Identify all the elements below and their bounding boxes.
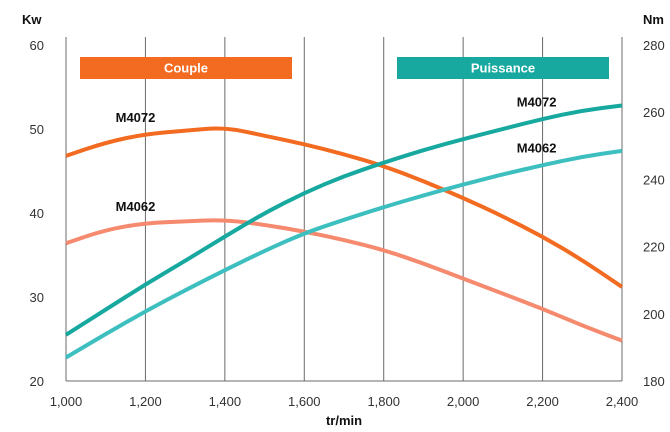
left-tick-label: 40 (30, 206, 44, 221)
x-tick-label: 1,200 (129, 394, 162, 409)
right-axis-unit: Nm (643, 12, 664, 27)
legend-box (80, 57, 292, 79)
series-label: M4072 (517, 94, 557, 109)
x-tick-label: 2,400 (606, 394, 639, 409)
chart-legend: Couple Puissance (80, 57, 609, 79)
series-labels: M4072 M4062 M4072 M4062 (116, 94, 557, 213)
x-tick-label: 1,600 (288, 394, 321, 409)
x-axis: 1,000 1,200 1,400 1,600 1,800 2,000 2,200 2,400… (50, 394, 639, 428)
right-tick-label: 260 (643, 105, 665, 120)
x-tick-label: 2,200 (526, 394, 559, 409)
x-tick-label: 1,400 (209, 394, 242, 409)
x-tick-label: 2,000 (447, 394, 480, 409)
right-tick-label: 220 (643, 240, 665, 255)
legend-label: Couple (164, 61, 208, 76)
right-tick-label: 180 (643, 374, 665, 389)
series-label: M4062 (116, 199, 156, 214)
x-axis-label: tr/min (326, 413, 362, 428)
legend-label: Puissance (471, 61, 535, 76)
series-line (64, 148, 623, 360)
series-label: M4072 (116, 110, 156, 125)
left-tick-label: 20 (30, 374, 44, 389)
x-tick-label: 1,800 (367, 394, 400, 409)
series-line (65, 126, 624, 289)
right-tick-label: 240 (643, 172, 665, 187)
left-axis-unit: Kw (22, 12, 42, 27)
right-axis: 180 200 220 240 260 280 Nm (643, 12, 665, 389)
series-line (65, 218, 623, 343)
series-lines (64, 103, 624, 360)
right-tick-label: 200 (643, 307, 665, 322)
left-tick-label: 60 (30, 38, 44, 53)
legend-box (397, 57, 609, 79)
left-axis: 20 30 40 50 60 Kw (22, 12, 44, 389)
left-tick-label: 30 (30, 290, 44, 305)
x-tick-label: 1,000 (50, 394, 83, 409)
series-line (64, 103, 623, 337)
left-tick-label: 50 (30, 122, 44, 137)
series-label: M4062 (517, 141, 557, 156)
right-tick-label: 280 (643, 38, 665, 53)
